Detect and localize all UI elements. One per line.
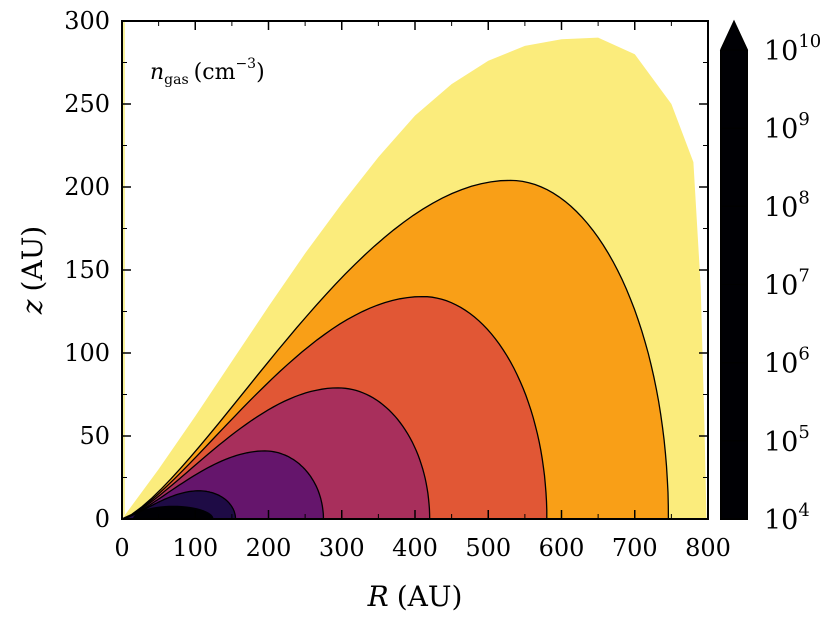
colorbar-tick-label: 106	[764, 344, 810, 380]
x-tick-label: 100	[172, 534, 218, 562]
x-tick-label: 800	[685, 534, 731, 562]
contour-line	[122, 387, 431, 519]
colorbar-ticks: 104 105 106 107 108 109 1010	[721, 31, 821, 536]
x-tick-label: 700	[612, 534, 658, 562]
colorbar-tick-label: 109	[764, 109, 810, 145]
contour-lines	[122, 179, 670, 519]
contour-line	[122, 179, 670, 519]
density-field	[122, 37, 707, 519]
contour-line	[122, 490, 237, 519]
colorbar-extend-arrow	[719, 20, 749, 51]
colorbar-tick-label: 104	[764, 500, 810, 536]
y-tick-label: 150	[64, 256, 110, 284]
x-tick-label: 0	[114, 534, 129, 562]
colorbar-frame	[720, 19, 748, 520]
y-tick-label: 100	[64, 339, 110, 367]
x-tick-label: 600	[539, 534, 585, 562]
y-tick-label: 200	[64, 173, 110, 201]
y-tick-label: 50	[79, 422, 110, 450]
colorbar-tick-label: 108	[764, 187, 810, 223]
colorbar-tick-label: 107	[764, 266, 810, 302]
plot-area: 0 100 200 300 400 500 600 700 800 0 50 100 150 200 25…	[64, 7, 731, 562]
colorbar-tick-label: 105	[764, 422, 810, 458]
density-core	[133, 505, 214, 519]
y-axis-title: z(AU)	[16, 226, 49, 315]
x-tick-label: 400	[392, 534, 438, 562]
x-tick-label: 500	[465, 534, 511, 562]
colorbar-tick-label: 1010	[764, 31, 821, 67]
y-tick-label: 250	[64, 90, 110, 118]
y-tick-label: 0	[95, 505, 110, 533]
x-tick-label: 300	[319, 534, 365, 562]
contour-line	[122, 450, 325, 519]
x-axis-ticks: 0 100 200 300 400 500 600 700 800	[114, 21, 731, 562]
x-tick-label: 200	[246, 534, 292, 562]
colorbar: 104 105 106 107 108 109 1010	[719, 19, 821, 536]
density-annotation: ngas (cm−3)	[150, 56, 265, 88]
y-tick-label: 300	[64, 7, 110, 35]
x-axis-title: R (AU)	[367, 580, 463, 613]
y-axis-ticks: 0 50 100 150 200 250 300	[64, 7, 708, 533]
contour-line	[122, 295, 548, 519]
